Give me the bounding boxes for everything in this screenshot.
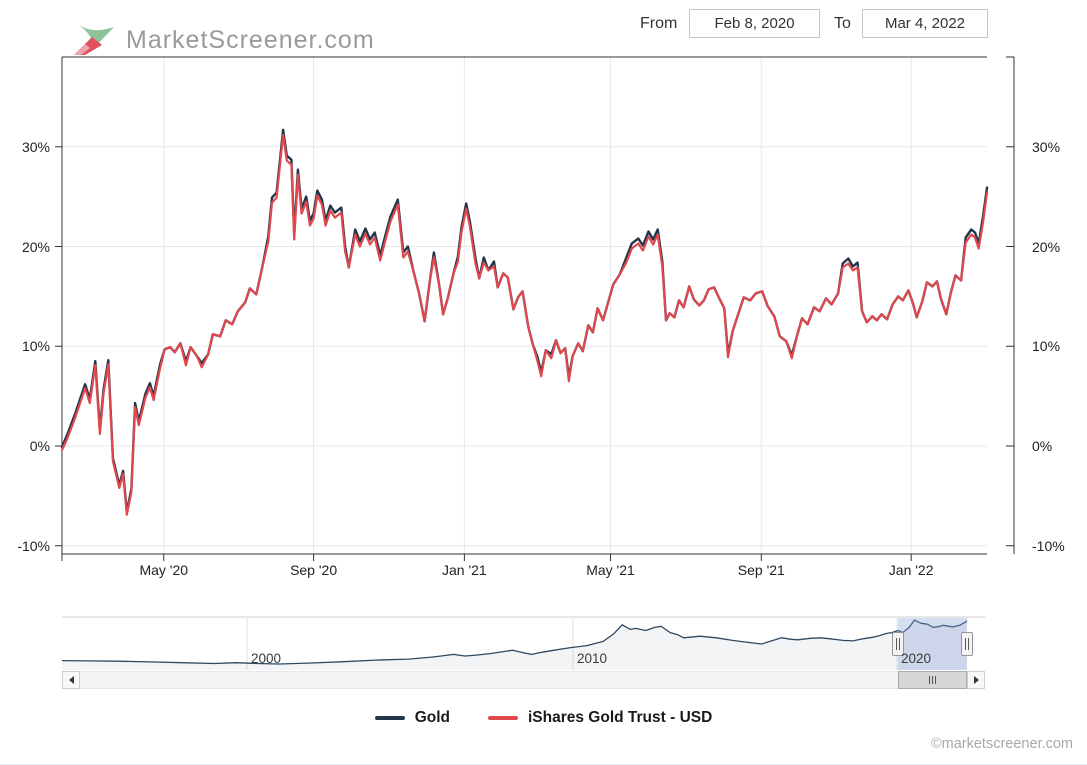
navigator-year-label: 2010 [576,651,607,666]
to-date-input[interactable] [862,9,988,38]
y-axis-label-left: -10% [17,537,50,554]
y-axis-label-right: 0% [1032,438,1053,454]
to-label: To [834,15,851,32]
marketscreener-logo[interactable]: MarketScreener.com [72,22,375,58]
gold-series-swatch [374,716,405,720]
x-axis-label: Jan '21 [442,562,487,578]
navigator-year-label: 2000 [250,651,282,666]
y-axis-label-right: 30% [1032,138,1061,155]
y-axis-label-left: 30% [21,138,50,155]
legend-item-ishares[interactable]: iShares Gold Trust - USD [488,709,712,727]
x-axis-label: Sep '20 [290,562,338,578]
navigator-selected-range[interactable] [898,618,967,670]
scrollbar-right-button[interactable] [967,671,985,689]
marketscreener-logo-text: MarketScreener.com [126,25,375,54]
scrollbar-left-button[interactable] [62,671,80,689]
y-axis-label-right: 10% [1032,338,1061,355]
navigator-year-label: 2020 [901,651,932,666]
y-axis-label-left: 10% [21,338,50,355]
scrollbar-thumb[interactable] [898,671,967,689]
from-date-input[interactable] [689,9,820,38]
arrow-left-icon [68,676,74,684]
legend-item-gold[interactable]: Gold [374,709,450,727]
plot-area[interactable] [62,57,987,554]
copyright-text: ©marketscreener.com [930,736,1073,752]
y-axis-label-left: 20% [21,238,50,255]
from-label: From [640,15,678,32]
y-axis-label-left: 0% [29,438,50,454]
ishares-series-label: iShares Gold Trust - USD [528,709,713,726]
marketscreener-logo-icon [72,22,118,58]
arrow-right-icon [973,676,979,684]
y-axis-label-right: -10% [1032,537,1065,554]
navigator-right-handle[interactable] [961,632,973,656]
x-axis-label: May '21 [586,562,635,578]
gold-series-label: Gold [414,709,450,726]
x-axis-label: May '20 [139,562,189,578]
y-axis-label-right: 20% [1032,238,1061,255]
ishares-series-swatch [488,716,518,720]
x-axis-label: Sep '21 [737,562,785,578]
scrollbar-track[interactable] [62,671,985,689]
navigator-left-handle[interactable] [892,632,905,656]
x-axis-label: Jan '22 [888,562,934,578]
chart-legend: Gold iShares Gold Trust - USD [0,709,1087,727]
